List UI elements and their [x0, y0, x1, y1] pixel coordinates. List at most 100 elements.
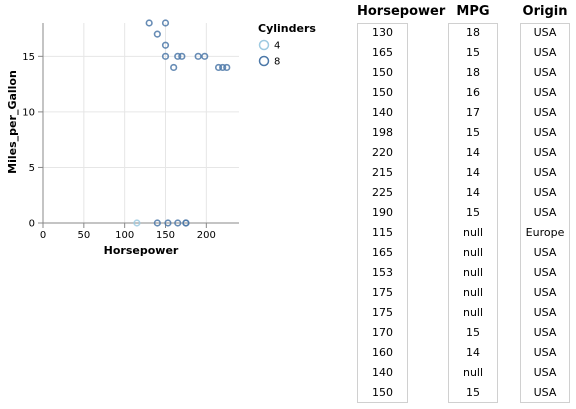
x-tick-label: 0: [40, 230, 46, 241]
table-cell: USA: [533, 186, 557, 199]
table-cell: USA: [533, 46, 557, 59]
grid-lines: [42, 23, 239, 224]
data-point: [153, 219, 161, 227]
column-values: USA USA USA USA USA USA USA USA USA USA Europe USA U…: [520, 23, 570, 403]
table-cell: 165: [372, 246, 393, 259]
table-cell: 18: [466, 66, 480, 79]
table-cell: 14: [466, 346, 480, 359]
column-header: MPG: [456, 4, 490, 19]
tick-labels: 0 50 100 150 200 0 5 10 15: [22, 52, 216, 241]
table-cell: 150: [372, 86, 393, 99]
legend-label: 8: [274, 57, 280, 68]
data-point: [161, 41, 170, 49]
data-point: [194, 52, 202, 60]
column-header: Horsepower: [357, 4, 446, 19]
table-cell: 15: [466, 386, 480, 399]
table-cell: 150: [372, 66, 393, 79]
y-tick-label: 0: [29, 219, 35, 230]
table-cell: 150: [372, 386, 393, 399]
data-point: [161, 19, 170, 27]
table-cell: null: [462, 286, 484, 299]
table-cell: 198: [372, 126, 393, 139]
table-cell: 153: [372, 266, 393, 279]
data-point: [161, 52, 170, 60]
table-cell: USA: [533, 206, 557, 219]
table-cell: 115: [372, 226, 393, 239]
table-cell: 15: [466, 326, 480, 339]
axes: [38, 23, 239, 228]
column-header: Origin: [522, 4, 568, 19]
table-cell: null: [462, 306, 484, 319]
table-cell: 16: [466, 86, 480, 99]
data-point: [201, 52, 209, 60]
legend-symbol: [258, 55, 270, 67]
column-values: 18 15 18 16 17 15 14 14 14 15 null null null null null…: [448, 23, 498, 403]
data-point: [174, 52, 182, 60]
table-cell: USA: [533, 166, 557, 179]
data-point: [133, 219, 141, 227]
table-cell: 190: [372, 206, 393, 219]
y-tick-label: 10: [22, 107, 35, 118]
table-cell: 140: [372, 366, 393, 379]
data-point: [219, 63, 227, 72]
table-cell: 14: [466, 166, 480, 179]
table-cell: USA: [533, 66, 557, 79]
table-cell: 165: [372, 46, 393, 59]
table-cell: USA: [533, 86, 557, 99]
legend-label: 4: [274, 41, 280, 52]
table-cell: USA: [533, 286, 557, 299]
x-tick-label: 150: [156, 230, 175, 241]
table-cell: USA: [533, 346, 557, 359]
x-tick-label: 200: [197, 230, 216, 241]
table-cell: USA: [533, 146, 557, 159]
table-cell: 130: [372, 26, 393, 39]
data-point: [182, 219, 190, 227]
scatter-chart: 0 50 100 150 200 0 5 10 15 Horsepower Miles_per_…: [6, 19, 316, 257]
table-cell: 18: [466, 26, 480, 39]
table-cell: null: [462, 366, 484, 379]
table-cell: 175: [372, 286, 393, 299]
data-point: [164, 219, 172, 227]
data-point: [178, 52, 186, 60]
table-cell: 215: [372, 166, 393, 179]
y-tick-label: 15: [22, 52, 35, 63]
table-cell: null: [462, 246, 484, 259]
table-cell: 160: [372, 346, 393, 359]
table-cell: null: [462, 226, 484, 239]
data-point: [223, 63, 231, 72]
table-cell: 140: [372, 106, 393, 119]
table-cell: null: [462, 266, 484, 279]
data-point: [170, 63, 178, 72]
table-cell: 17: [466, 106, 480, 119]
table-cell: USA: [533, 106, 557, 119]
table-cell: 15: [466, 46, 480, 59]
x-axis-title: Horsepower: [104, 244, 179, 257]
table-cell: Europe: [525, 226, 565, 239]
table-cell: 170: [372, 326, 393, 339]
table-cell: USA: [533, 386, 557, 399]
table-cell: USA: [533, 246, 557, 259]
table-cell: USA: [533, 266, 557, 279]
y-tick-label: 5: [29, 163, 35, 174]
x-tick-label: 100: [115, 230, 134, 241]
table-cell: 175: [372, 306, 393, 319]
table-cell: 220: [372, 146, 393, 159]
legend-symbol: [258, 39, 270, 51]
legend-title: Cylinders: [258, 22, 316, 35]
data-point: [214, 63, 223, 72]
legend: Cylinders 4 8: [258, 22, 316, 68]
table-cell: 15: [466, 206, 480, 219]
table-cell: USA: [533, 326, 557, 339]
data-points: [133, 19, 231, 227]
table-cell: USA: [533, 26, 557, 39]
table-cell: USA: [533, 306, 557, 319]
table-cell: USA: [533, 126, 557, 139]
table-cell: 14: [466, 186, 480, 199]
data-point: [174, 219, 182, 227]
table-cell: 225: [372, 186, 393, 199]
data-point: [145, 19, 153, 27]
data-point: [153, 30, 161, 38]
table-cell: 14: [466, 146, 480, 159]
table-cell: 15: [466, 126, 480, 139]
table-cell: USA: [533, 366, 557, 379]
